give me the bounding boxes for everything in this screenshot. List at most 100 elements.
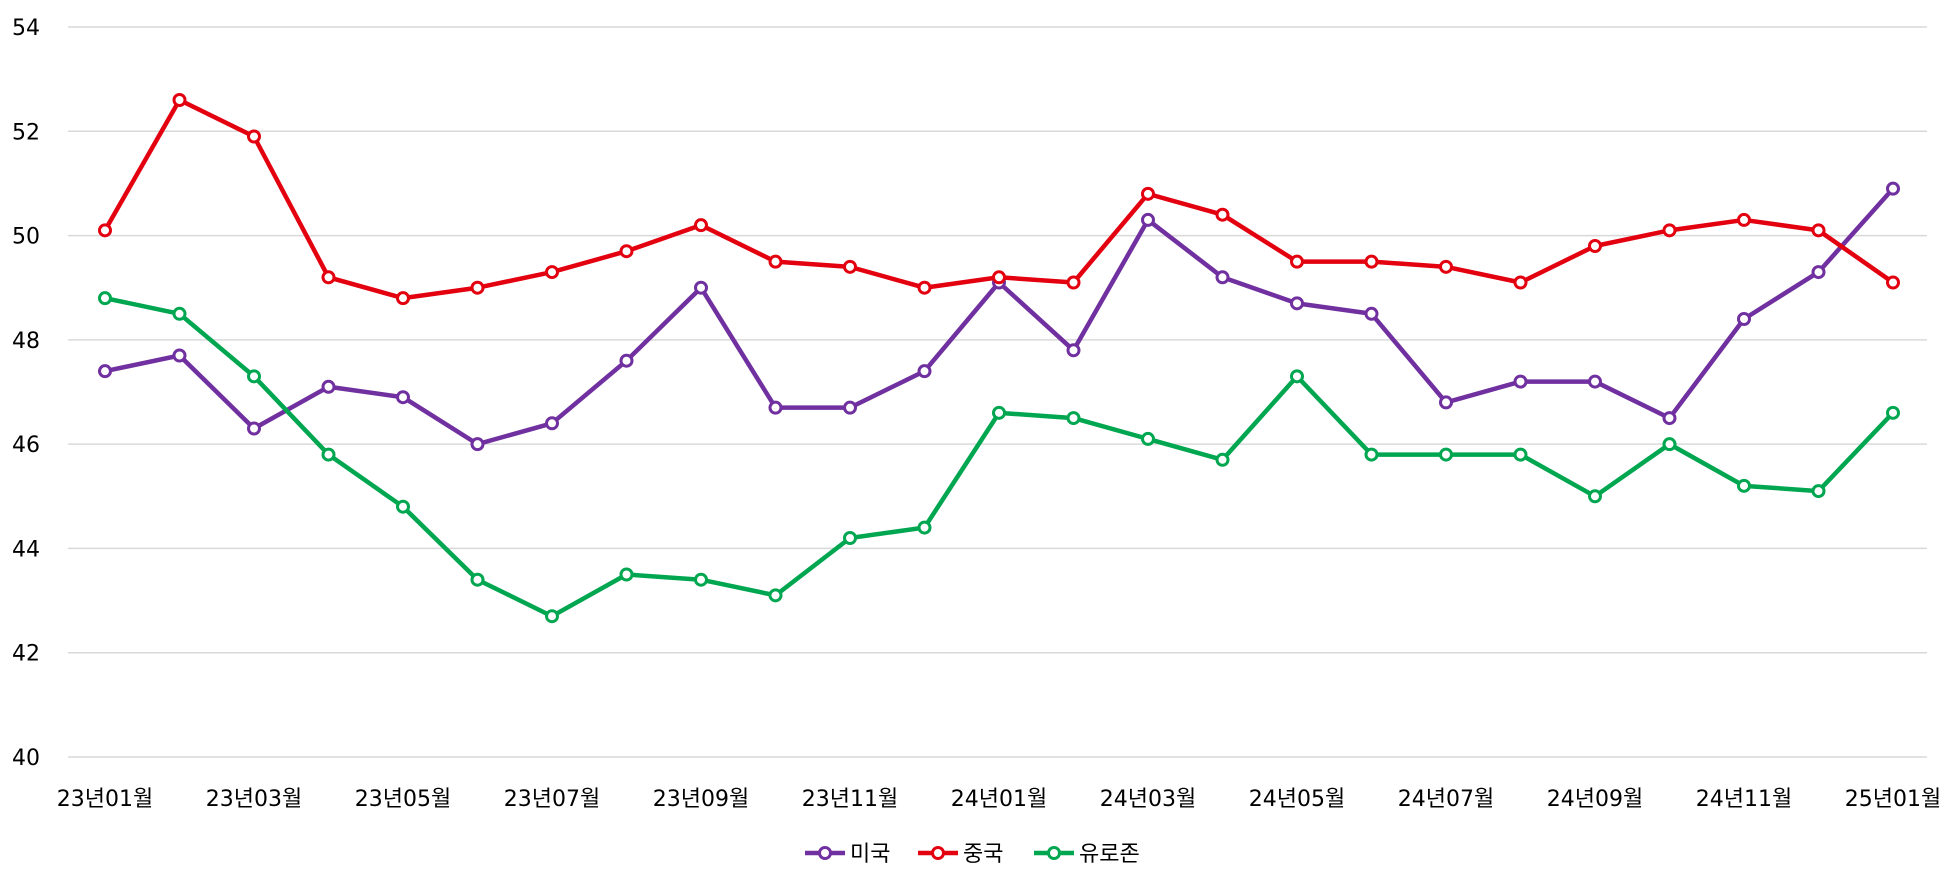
legend-swatch-marker bbox=[1047, 846, 1061, 860]
legend-item: 중국 bbox=[918, 842, 1003, 867]
data-point bbox=[843, 531, 857, 545]
y-axis-ticks: 40 42 44 46 48 50 52 54 bbox=[12, 16, 40, 771]
legend-swatch-marker bbox=[931, 846, 945, 860]
data-point bbox=[98, 223, 112, 238]
data-point bbox=[1811, 265, 1826, 280]
data-point bbox=[1439, 395, 1453, 410]
x-tick-label: 24년07월 bbox=[1398, 787, 1494, 812]
data-point bbox=[843, 259, 857, 274]
data-point bbox=[992, 405, 1006, 420]
data-point bbox=[396, 291, 410, 306]
data-point bbox=[98, 364, 112, 379]
series-lines bbox=[98, 93, 1900, 624]
data-point bbox=[843, 400, 857, 415]
data-point bbox=[768, 254, 783, 269]
data-point bbox=[1513, 374, 1528, 389]
series-line bbox=[102, 186, 1896, 447]
data-point bbox=[1364, 306, 1379, 321]
legend-label: 미국 bbox=[850, 842, 890, 867]
y-tick-label: 46 bbox=[12, 433, 40, 458]
data-point bbox=[1364, 447, 1379, 462]
y-tick-label: 48 bbox=[12, 329, 40, 354]
data-point bbox=[1364, 254, 1379, 269]
x-tick-label: 23년05월 bbox=[355, 787, 451, 812]
data-point bbox=[1290, 296, 1304, 311]
y-tick-label: 44 bbox=[12, 537, 40, 562]
legend-item: 유로존 bbox=[1034, 842, 1140, 867]
x-axis-ticks: 23년01월 23년03월 23년05월 23년07월 23년09월 23년11월 24년0… bbox=[57, 787, 1941, 812]
data-point bbox=[396, 499, 410, 514]
data-point bbox=[1066, 275, 1081, 290]
data-point bbox=[1588, 239, 1602, 253]
x-tick-label: 23년11월 bbox=[802, 787, 898, 812]
data-point bbox=[545, 609, 559, 624]
series-중국 bbox=[98, 93, 1900, 306]
series-line bbox=[102, 295, 1896, 619]
data-point bbox=[545, 265, 559, 280]
x-tick-label: 23년09월 bbox=[653, 787, 749, 812]
data-point bbox=[1737, 212, 1751, 227]
data-point bbox=[172, 348, 187, 363]
data-point bbox=[247, 129, 261, 144]
data-point bbox=[545, 416, 559, 431]
data-point bbox=[619, 567, 634, 582]
data-point bbox=[172, 306, 187, 321]
data-point bbox=[1513, 447, 1528, 462]
x-tick-label: 23년03월 bbox=[206, 787, 302, 812]
data-point bbox=[1215, 207, 1230, 222]
data-point bbox=[1439, 447, 1453, 462]
data-point bbox=[694, 280, 708, 295]
legend-label: 유로존 bbox=[1079, 842, 1140, 867]
data-point bbox=[768, 400, 783, 415]
data-point bbox=[321, 447, 336, 462]
y-tick-label: 42 bbox=[12, 642, 40, 667]
data-point bbox=[1662, 437, 1677, 452]
y-tick-label: 40 bbox=[12, 746, 40, 771]
data-point bbox=[396, 390, 410, 405]
data-point bbox=[694, 218, 708, 233]
x-tick-label: 23년07월 bbox=[504, 787, 600, 812]
data-point bbox=[470, 280, 485, 295]
data-point bbox=[992, 270, 1006, 285]
data-point bbox=[1662, 411, 1677, 426]
data-point bbox=[1066, 343, 1081, 358]
data-point bbox=[1737, 312, 1751, 326]
data-point bbox=[247, 421, 261, 436]
data-point bbox=[619, 353, 634, 368]
data-point bbox=[1886, 181, 1900, 196]
series-유로존 bbox=[98, 291, 1900, 624]
legend-item: 미국 bbox=[805, 842, 890, 867]
y-tick-label: 54 bbox=[12, 16, 40, 41]
x-tick-label: 24년03월 bbox=[1100, 787, 1196, 812]
y-tick-label: 52 bbox=[12, 120, 40, 145]
data-point bbox=[1588, 489, 1602, 504]
data-point bbox=[98, 291, 112, 306]
y-tick-label: 50 bbox=[12, 225, 40, 250]
data-point bbox=[1811, 223, 1826, 238]
data-point bbox=[1141, 431, 1155, 446]
series-line bbox=[102, 97, 1896, 301]
x-tick-label: 24년05월 bbox=[1249, 787, 1345, 812]
x-tick-label: 24년09월 bbox=[1547, 787, 1643, 812]
data-point bbox=[1513, 275, 1528, 290]
data-point bbox=[321, 379, 336, 394]
data-point bbox=[1290, 369, 1304, 384]
data-point bbox=[1290, 254, 1304, 269]
data-point bbox=[1215, 270, 1230, 285]
data-point bbox=[768, 588, 783, 603]
x-tick-label: 24년01월 bbox=[951, 787, 1047, 812]
data-point bbox=[1066, 411, 1081, 426]
data-point bbox=[1662, 223, 1677, 238]
data-point bbox=[917, 280, 932, 295]
gridlines bbox=[68, 26, 1927, 758]
data-point bbox=[619, 244, 634, 259]
data-point bbox=[1141, 212, 1155, 227]
data-point bbox=[917, 364, 932, 379]
data-point bbox=[1588, 374, 1602, 389]
data-point bbox=[470, 572, 485, 587]
data-point bbox=[917, 520, 932, 535]
data-point bbox=[247, 369, 261, 384]
legend-label: 중국 bbox=[963, 842, 1003, 867]
